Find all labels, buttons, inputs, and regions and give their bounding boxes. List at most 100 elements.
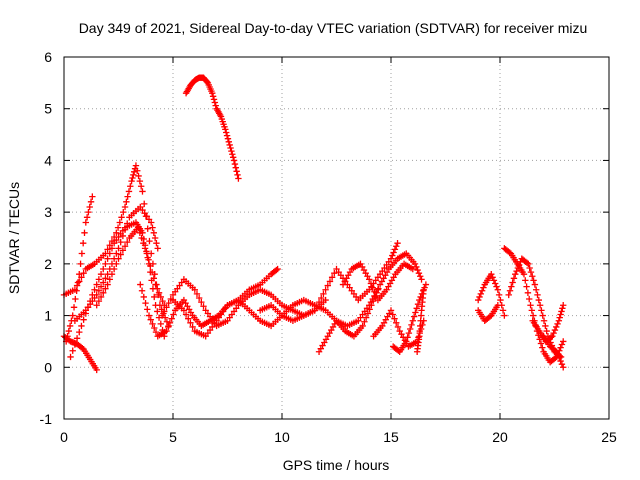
data-point <box>151 324 158 332</box>
data-point <box>554 351 562 359</box>
data-point <box>114 224 122 231</box>
data-point <box>557 357 564 365</box>
data-point <box>489 274 496 281</box>
data-point <box>413 263 420 271</box>
data-point <box>539 312 546 319</box>
data-point <box>514 264 522 272</box>
data-point <box>69 312 76 319</box>
data-point <box>536 302 544 309</box>
data-point <box>127 183 134 190</box>
series-arc-t <box>505 255 565 361</box>
data-point <box>493 283 500 290</box>
data-point <box>559 305 566 312</box>
data-point <box>212 102 219 109</box>
data-point <box>166 319 174 327</box>
data-point <box>140 239 147 247</box>
data-point <box>209 90 216 97</box>
data-point <box>537 340 545 347</box>
data-point <box>148 268 156 276</box>
data-point <box>95 287 103 294</box>
series-arc-c <box>62 193 96 345</box>
data-point <box>525 260 532 268</box>
data-point <box>417 273 424 280</box>
data-point <box>74 279 82 286</box>
data-point <box>411 260 419 268</box>
data-point <box>556 354 563 362</box>
data-point <box>100 265 107 273</box>
data-point <box>389 252 396 259</box>
data-point <box>163 327 170 335</box>
data-point <box>106 250 113 257</box>
data-point <box>227 144 234 152</box>
data-point <box>274 265 281 273</box>
data-point <box>542 322 549 330</box>
data-point <box>110 265 118 273</box>
data-point <box>143 250 151 257</box>
data-point <box>361 318 368 325</box>
series-arc-s <box>501 245 567 366</box>
data-point <box>119 247 127 254</box>
data-point <box>229 151 236 158</box>
series-arc-o <box>389 281 430 355</box>
grid <box>64 57 609 419</box>
data-point <box>128 177 135 185</box>
data-point <box>180 307 188 314</box>
data-point <box>393 243 400 250</box>
data-point <box>71 341 79 348</box>
data-point <box>510 275 518 282</box>
data-point <box>138 287 146 294</box>
data-point <box>555 317 563 324</box>
data-point <box>149 224 156 231</box>
data-point <box>130 171 137 179</box>
data-point <box>95 276 103 283</box>
data-point <box>117 251 124 258</box>
data-point <box>119 232 127 240</box>
data-point <box>108 271 116 278</box>
data-point <box>413 305 420 312</box>
data-point <box>328 274 336 281</box>
data-point <box>231 160 239 168</box>
data-point <box>558 360 566 368</box>
data-point <box>100 289 107 297</box>
data-point <box>410 313 418 320</box>
data-point <box>422 281 430 288</box>
data-point <box>67 353 74 361</box>
data-point <box>322 286 329 293</box>
data-point <box>193 290 201 298</box>
data-point <box>138 234 145 242</box>
data-point <box>146 237 153 245</box>
data-point <box>551 326 559 334</box>
data-point <box>152 302 159 309</box>
y-tick-label: 6 <box>44 49 52 65</box>
data-point <box>557 311 564 318</box>
data-point <box>97 293 105 301</box>
data-point <box>120 208 127 216</box>
series-arc-q <box>475 271 508 319</box>
data-point <box>93 302 100 309</box>
data-point <box>163 304 170 311</box>
x-tick-label: 0 <box>60 429 68 445</box>
data-point <box>233 168 240 175</box>
data-point <box>125 188 133 195</box>
data-point <box>149 320 156 328</box>
data-point <box>369 297 377 305</box>
data-point <box>524 289 532 297</box>
data-point <box>145 256 152 263</box>
data-point <box>158 312 166 319</box>
data-point <box>136 177 144 185</box>
data-point <box>549 333 556 340</box>
data-point <box>547 334 555 341</box>
data-point <box>554 320 561 328</box>
data-point <box>165 299 172 307</box>
data-point <box>535 296 543 304</box>
data-point <box>121 243 129 250</box>
x-tick-label: 5 <box>169 429 177 445</box>
y-tick-label: 4 <box>44 152 52 168</box>
data-point <box>76 328 83 336</box>
data-point <box>198 298 205 306</box>
data-point <box>102 285 109 292</box>
data-point <box>506 287 514 294</box>
data-point <box>367 280 375 287</box>
data-point <box>529 273 536 280</box>
data-point <box>408 321 415 329</box>
